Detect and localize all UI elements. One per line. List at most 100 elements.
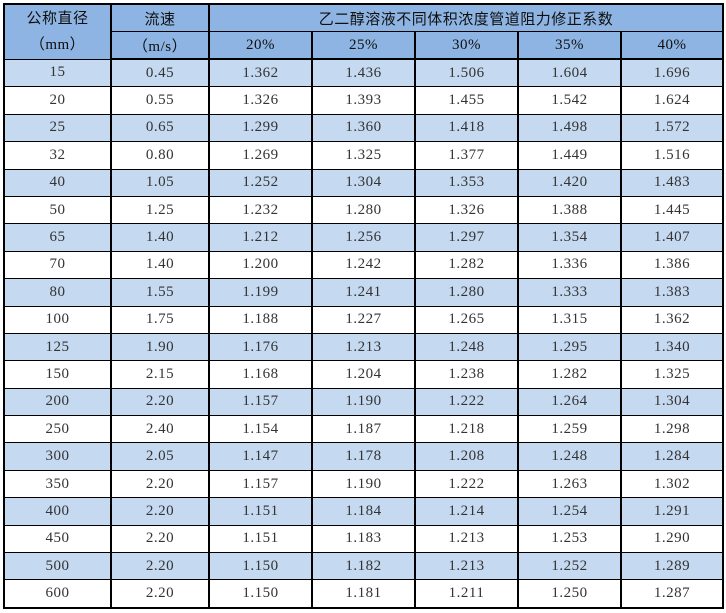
cell-coefficient: 1.222 [414, 469, 519, 499]
cell-coefficient: 1.190 [311, 469, 416, 499]
cell-velocity: 1.40 [110, 250, 210, 280]
cell-coefficient: 1.147 [208, 442, 313, 471]
cell-coefficient: 1.265 [414, 305, 519, 334]
cell-coefficient: 1.516 [619, 141, 725, 170]
cell-coefficient: 1.354 [517, 223, 622, 252]
cell-coefficient: 1.204 [311, 360, 416, 389]
cell-coefficient: 1.483 [619, 168, 725, 197]
header-concentration-25pct: 25% [311, 31, 416, 60]
cell-coefficient: 1.242 [311, 250, 416, 280]
table-row: 65 1.40 1.212 1.256 1.297 1.354 1.407 [3, 223, 725, 252]
cell-coefficient: 1.253 [517, 524, 622, 554]
cell-velocity: 2.20 [110, 579, 210, 609]
cell-velocity: 2.05 [110, 442, 210, 471]
cell-coefficient: 1.388 [517, 195, 622, 225]
cell-velocity: 0.80 [110, 141, 210, 170]
cell-coefficient: 1.340 [619, 332, 725, 362]
cell-velocity: 0.45 [110, 58, 210, 88]
cell-coefficient: 1.269 [208, 141, 313, 170]
table-row: 40 1.05 1.252 1.304 1.353 1.420 1.483 [3, 168, 725, 197]
cell-diameter: 450 [3, 524, 112, 554]
cell-coefficient: 1.227 [311, 305, 416, 334]
cell-velocity: 1.75 [110, 305, 210, 334]
cell-coefficient: 1.254 [517, 497, 622, 526]
cell-coefficient: 1.696 [619, 58, 725, 88]
cell-coefficient: 1.211 [414, 579, 519, 609]
cell-diameter: 200 [3, 387, 112, 417]
cell-coefficient: 1.154 [208, 415, 313, 444]
cell-coefficient: 1.360 [311, 113, 416, 143]
cell-coefficient: 1.383 [619, 278, 725, 307]
cell-diameter: 400 [3, 497, 112, 526]
table-body: 15 0.45 1.362 1.436 1.506 1.604 1.696 20 0.55 1.3… [3, 58, 725, 609]
cell-diameter: 25 [3, 113, 112, 143]
cell-coefficient: 1.282 [414, 250, 519, 280]
cell-coefficient: 1.151 [208, 497, 313, 526]
cell-coefficient: 1.218 [414, 415, 519, 444]
cell-coefficient: 1.200 [208, 250, 313, 280]
glycol-pipe-resistance-correction-table: 公称直径 （mm） 流速 乙二醇溶液不同体积浓度管道阻力修正系数 （m/s） 2… [3, 3, 725, 609]
cell-coefficient: 1.157 [208, 387, 313, 417]
table-row: 20 0.55 1.326 1.393 1.455 1.542 1.624 [3, 86, 725, 115]
cell-velocity: 1.40 [110, 223, 210, 252]
cell-coefficient: 1.151 [208, 524, 313, 554]
cell-coefficient: 1.213 [414, 524, 519, 554]
cell-coefficient: 1.187 [311, 415, 416, 444]
header-row-1: 公称直径 （mm） 流速 乙二醇溶液不同体积浓度管道阻力修正系数 [3, 3, 725, 60]
header-velocity-unit: （m/s） [110, 31, 210, 60]
cell-coefficient: 1.304 [619, 387, 725, 417]
cell-coefficient: 1.445 [619, 195, 725, 225]
cell-coefficient: 1.178 [311, 442, 416, 471]
cell-velocity: 2.20 [110, 552, 210, 581]
cell-coefficient: 1.298 [619, 415, 725, 444]
cell-velocity: 0.55 [110, 86, 210, 115]
cell-coefficient: 1.386 [619, 250, 725, 280]
cell-coefficient: 1.263 [517, 469, 622, 499]
table-header: 公称直径 （mm） 流速 乙二醇溶液不同体积浓度管道阻力修正系数 （m/s） 2… [3, 3, 725, 60]
cell-diameter: 70 [3, 250, 112, 280]
cell-diameter: 65 [3, 223, 112, 252]
cell-coefficient: 1.362 [208, 58, 313, 88]
cell-coefficient: 1.299 [208, 113, 313, 143]
cell-coefficient: 1.150 [208, 552, 313, 581]
cell-velocity: 1.55 [110, 278, 210, 307]
table-row: 150 2.15 1.168 1.204 1.238 1.282 1.325 [3, 360, 725, 389]
cell-coefficient: 1.184 [311, 497, 416, 526]
cell-coefficient: 1.190 [311, 387, 416, 417]
cell-coefficient: 1.572 [619, 113, 725, 143]
cell-coefficient: 1.326 [414, 195, 519, 225]
cell-coefficient: 1.295 [517, 332, 622, 362]
cell-velocity: 2.20 [110, 497, 210, 526]
cell-coefficient: 1.183 [311, 524, 416, 554]
cell-coefficient: 1.238 [414, 360, 519, 389]
cell-coefficient: 1.506 [414, 58, 519, 88]
cell-coefficient: 1.325 [619, 360, 725, 389]
cell-coefficient: 1.377 [414, 141, 519, 170]
cell-diameter: 350 [3, 469, 112, 499]
cell-velocity: 2.40 [110, 415, 210, 444]
cell-coefficient: 1.289 [619, 552, 725, 581]
table-row: 500 2.20 1.150 1.182 1.213 1.252 1.289 [3, 552, 725, 581]
table-row: 32 0.80 1.269 1.325 1.377 1.449 1.516 [3, 141, 725, 170]
cell-coefficient: 1.302 [619, 469, 725, 499]
cell-coefficient: 1.168 [208, 360, 313, 389]
table-row: 200 2.20 1.157 1.190 1.222 1.264 1.304 [3, 387, 725, 417]
cell-coefficient: 1.208 [414, 442, 519, 471]
header-nominal-diameter-title: 公称直径 [26, 10, 89, 27]
cell-velocity: 0.65 [110, 113, 210, 143]
cell-coefficient: 1.252 [208, 168, 313, 197]
cell-coefficient: 1.315 [517, 305, 622, 334]
cell-coefficient: 1.393 [311, 86, 416, 115]
table-row: 600 2.20 1.150 1.181 1.211 1.250 1.287 [3, 579, 725, 609]
cell-diameter: 600 [3, 579, 112, 609]
cell-coefficient: 1.280 [414, 278, 519, 307]
cell-diameter: 50 [3, 195, 112, 225]
header-nominal-diameter: 公称直径 （mm） [3, 3, 112, 60]
table-row: 450 2.20 1.151 1.183 1.213 1.253 1.290 [3, 524, 725, 554]
cell-diameter: 32 [3, 141, 112, 170]
cell-coefficient: 1.624 [619, 86, 725, 115]
cell-coefficient: 1.213 [414, 552, 519, 581]
cell-diameter: 100 [3, 305, 112, 334]
cell-velocity: 2.15 [110, 360, 210, 389]
